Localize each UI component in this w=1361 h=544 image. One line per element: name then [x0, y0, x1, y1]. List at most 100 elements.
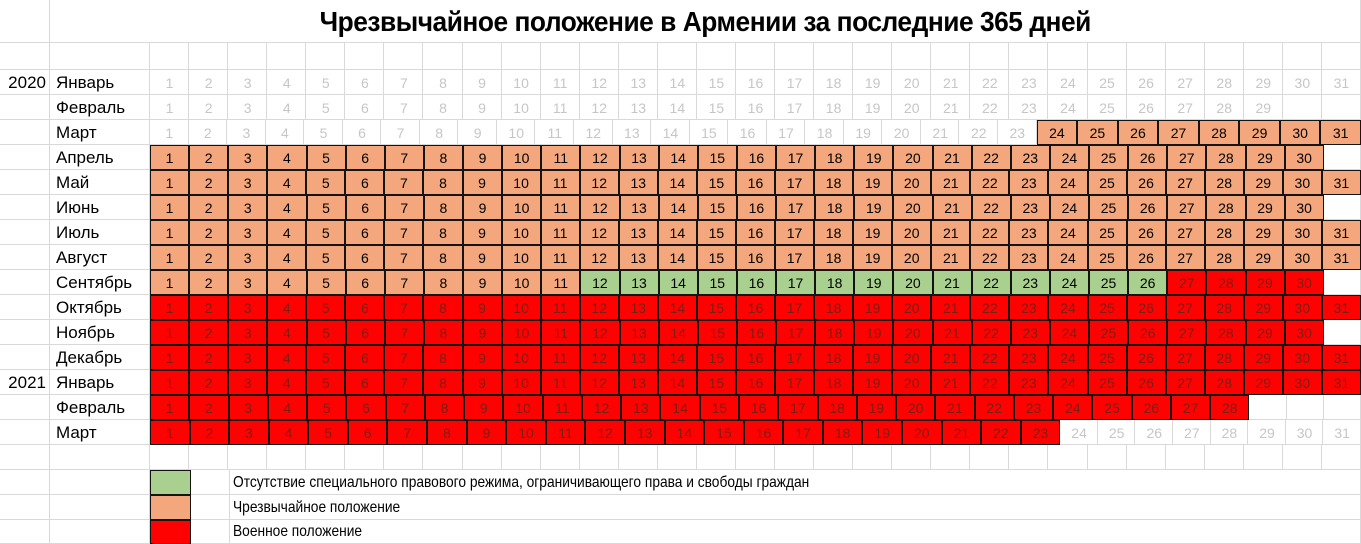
- month-label: Август: [50, 245, 150, 270]
- spacer-cell: [1048, 43, 1087, 70]
- day-cell: 17: [775, 95, 814, 120]
- day-cell: 7: [384, 70, 423, 95]
- day-cell: 1: [150, 120, 189, 145]
- day-cell: 6: [345, 170, 385, 195]
- day-cell: 18: [814, 370, 854, 395]
- day-cell: 18: [814, 245, 854, 270]
- day-cell: 3: [229, 420, 269, 445]
- day-cell: 29: [1239, 120, 1280, 145]
- day-cell: 27: [1165, 245, 1205, 270]
- day-cell: 25: [1087, 295, 1127, 320]
- day-cell: 31: [1321, 220, 1361, 245]
- day-cell: 30: [1283, 70, 1322, 95]
- spacer-cell: [970, 445, 1009, 470]
- day-cell: 20: [892, 95, 931, 120]
- day-cell: 22: [970, 245, 1010, 270]
- day-cell: 16: [736, 270, 776, 295]
- legend-swatch-martial: [150, 520, 191, 544]
- day-cell: 3: [228, 220, 268, 245]
- day-cell: 13: [618, 295, 658, 320]
- day-cell: 25: [1089, 320, 1129, 345]
- day-cell: 30: [1284, 270, 1324, 295]
- day-cell: 4: [266, 120, 305, 145]
- day-cell: 15: [696, 170, 736, 195]
- day-cell: 27: [1166, 95, 1205, 120]
- day-cell: 24: [1048, 370, 1088, 395]
- spacer-cell: [775, 43, 814, 70]
- day-cell: 8: [423, 345, 463, 370]
- spacer-cell: [423, 445, 462, 470]
- day-cell: 25: [1089, 195, 1129, 220]
- day-cell: 17: [778, 395, 818, 420]
- day-cell: 7: [384, 345, 424, 370]
- day-cell: 28: [1211, 420, 1249, 445]
- day-cell: 11: [542, 395, 582, 420]
- day-cell: 20: [892, 245, 932, 270]
- day-cell: 26: [1131, 395, 1171, 420]
- day-cell: 2: [189, 95, 228, 120]
- day-cell: 23: [1009, 345, 1049, 370]
- day-cell: 31: [1321, 170, 1361, 195]
- day-cell: 14: [657, 245, 697, 270]
- title-row: Чрезвычайное положение в Армении за посл…: [0, 0, 1361, 43]
- day-cell: 8: [424, 395, 465, 420]
- day-cell: 14: [657, 220, 697, 245]
- day-cell: 12: [579, 345, 619, 370]
- day-cell: 19: [854, 195, 894, 220]
- year-label: [0, 220, 50, 245]
- day-cell: 4: [268, 420, 309, 445]
- month-label: Апрель: [50, 145, 150, 170]
- day-cell: 2: [189, 295, 229, 320]
- day-cell: 3: [228, 195, 268, 220]
- day-cell: 4: [267, 395, 308, 420]
- day-cell: 1: [150, 245, 190, 270]
- spacer-cell: [1088, 43, 1127, 70]
- day-cell: 3: [228, 370, 268, 395]
- day-cell: 14: [657, 370, 697, 395]
- day-cell: 16: [743, 420, 784, 445]
- day-cell: 26: [1127, 95, 1166, 120]
- spacer-cell: [384, 43, 423, 70]
- day-cell: 21: [931, 70, 970, 95]
- chart-title: Чрезвычайное положение в Армении за посл…: [319, 5, 1092, 37]
- month-row: Октябрь 1 2 3 4 5 6 7 8 9 10 11 12 13 14 15 16 17 18 19 20 21…: [0, 295, 1361, 320]
- day-cell: [1287, 395, 1324, 420]
- day-cell: 1: [150, 95, 189, 120]
- day-cell: 24: [1048, 220, 1088, 245]
- day-cell: 27: [1167, 320, 1207, 345]
- day-cell: 27: [1165, 170, 1205, 195]
- legend-row: Военное положение: [0, 520, 1361, 544]
- day-cell: 24: [1048, 170, 1088, 195]
- month-row: Декабрь 1 2 3 4 5 6 7 8 9 10 11 12 13 14 15 16 17 18 19 20 21…: [0, 345, 1361, 370]
- day-cell: 3: [228, 320, 268, 345]
- day-cell: 9: [464, 395, 504, 420]
- day-cell: 19: [854, 145, 894, 170]
- day-cell: 21: [932, 320, 972, 345]
- day-cell: 11: [541, 145, 581, 170]
- day-cell: 18: [817, 395, 857, 420]
- day-cell: 4: [267, 145, 307, 170]
- spacer-cell: [345, 43, 384, 70]
- day-cell: 20: [896, 395, 936, 420]
- day-cell: [1322, 95, 1361, 120]
- year-label: [0, 170, 50, 195]
- month-label: Ноябрь: [50, 320, 150, 345]
- day-cell: 27: [1158, 120, 1199, 145]
- spacer-cell: [463, 43, 502, 70]
- day-cell: 10: [501, 295, 541, 320]
- day-cell: 7: [385, 395, 425, 420]
- day-cell: 10: [503, 395, 543, 420]
- day-cell: 14: [657, 295, 697, 320]
- day-cell: 2: [189, 195, 229, 220]
- day-cell: 4: [267, 295, 307, 320]
- day-cell: 16: [735, 345, 775, 370]
- day-cell: 22: [970, 370, 1010, 395]
- day-cell: 27: [1166, 70, 1205, 95]
- day-cell: 12: [579, 220, 619, 245]
- year-label: [0, 95, 50, 120]
- day-cell: 7: [384, 295, 424, 320]
- day-cell: 8: [423, 95, 462, 120]
- spacer-cell: [1283, 445, 1322, 470]
- day-cell: 8: [423, 295, 463, 320]
